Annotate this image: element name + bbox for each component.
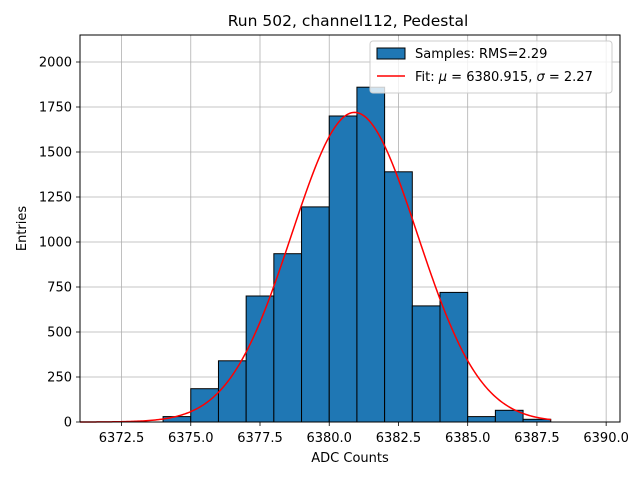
histogram-bars xyxy=(162,86,552,423)
chart-title: Run 502, channel112, Pedestal xyxy=(228,12,469,30)
legend-samples-label: Samples: RMS=2.29 xyxy=(415,47,547,62)
y-tick-label: 1750 xyxy=(39,101,72,116)
legend-fit-mu-symbol: μ xyxy=(438,70,447,85)
histogram-bar xyxy=(162,416,192,423)
legend-fit-mu-value: = 6380.915, xyxy=(447,70,536,85)
y-tick-label: 1250 xyxy=(39,191,72,206)
histogram-bar xyxy=(467,416,496,423)
legend: Samples: RMS=2.29 Fit: μ = 6380.915, σ =… xyxy=(369,40,613,94)
histogram-bar xyxy=(190,388,219,423)
plot-frame xyxy=(79,34,621,423)
x-tick-label: 6385.0 xyxy=(445,431,491,446)
legend-fit-sigma-symbol: σ xyxy=(537,70,546,85)
y-tick-label: 0 xyxy=(64,416,72,431)
histogram-bar xyxy=(273,253,303,423)
x-tick-label: 6375.0 xyxy=(168,431,214,446)
legend-box xyxy=(369,40,613,94)
y-tick-label: 500 xyxy=(47,326,72,341)
y-axis-title: Entries xyxy=(15,206,30,252)
histogram-bar xyxy=(328,115,358,423)
x-tick-label: 6387.5 xyxy=(514,431,560,446)
histogram-bar xyxy=(245,295,275,423)
histogram-bar xyxy=(217,360,247,423)
y-tick-label: 2000 xyxy=(39,56,72,71)
histogram-bar xyxy=(439,291,469,423)
y-tick-label: 750 xyxy=(47,281,72,296)
fit-curve xyxy=(80,111,551,423)
histogram-bar xyxy=(301,206,330,423)
x-tick-label: 6390.0 xyxy=(583,431,629,446)
histogram-bar xyxy=(384,171,413,423)
x-tick-label: 6380.0 xyxy=(306,431,352,446)
x-tick-label: 6372.5 xyxy=(99,431,145,446)
x-tick-label: 6382.5 xyxy=(376,431,422,446)
x-axis-ticks: 6372.5 6375.0 6377.5 6380.0 6382.5 6385.0 6387… xyxy=(99,422,629,446)
histogram-bar xyxy=(411,305,441,423)
legend-samples-swatch xyxy=(376,47,406,60)
fit-curve-group xyxy=(80,111,551,423)
y-tick-label: 1500 xyxy=(39,146,72,161)
y-axis-ticks: 0 250 500 750 1000 1250 1500 1750 2000 xyxy=(39,56,80,431)
x-axis-title: ADC Counts xyxy=(311,451,389,466)
histogram-bar xyxy=(356,86,386,423)
y-tick-label: 1000 xyxy=(39,236,72,251)
legend-fit-sigma-value: = 2.27 xyxy=(545,70,593,85)
legend-fit-label: Fit: μ = 6380.915, σ = 2.27 xyxy=(415,70,593,85)
x-tick-label: 6377.5 xyxy=(237,431,283,446)
y-tick-label: 250 xyxy=(47,371,72,386)
legend-fit-prefix: Fit: xyxy=(415,70,439,85)
